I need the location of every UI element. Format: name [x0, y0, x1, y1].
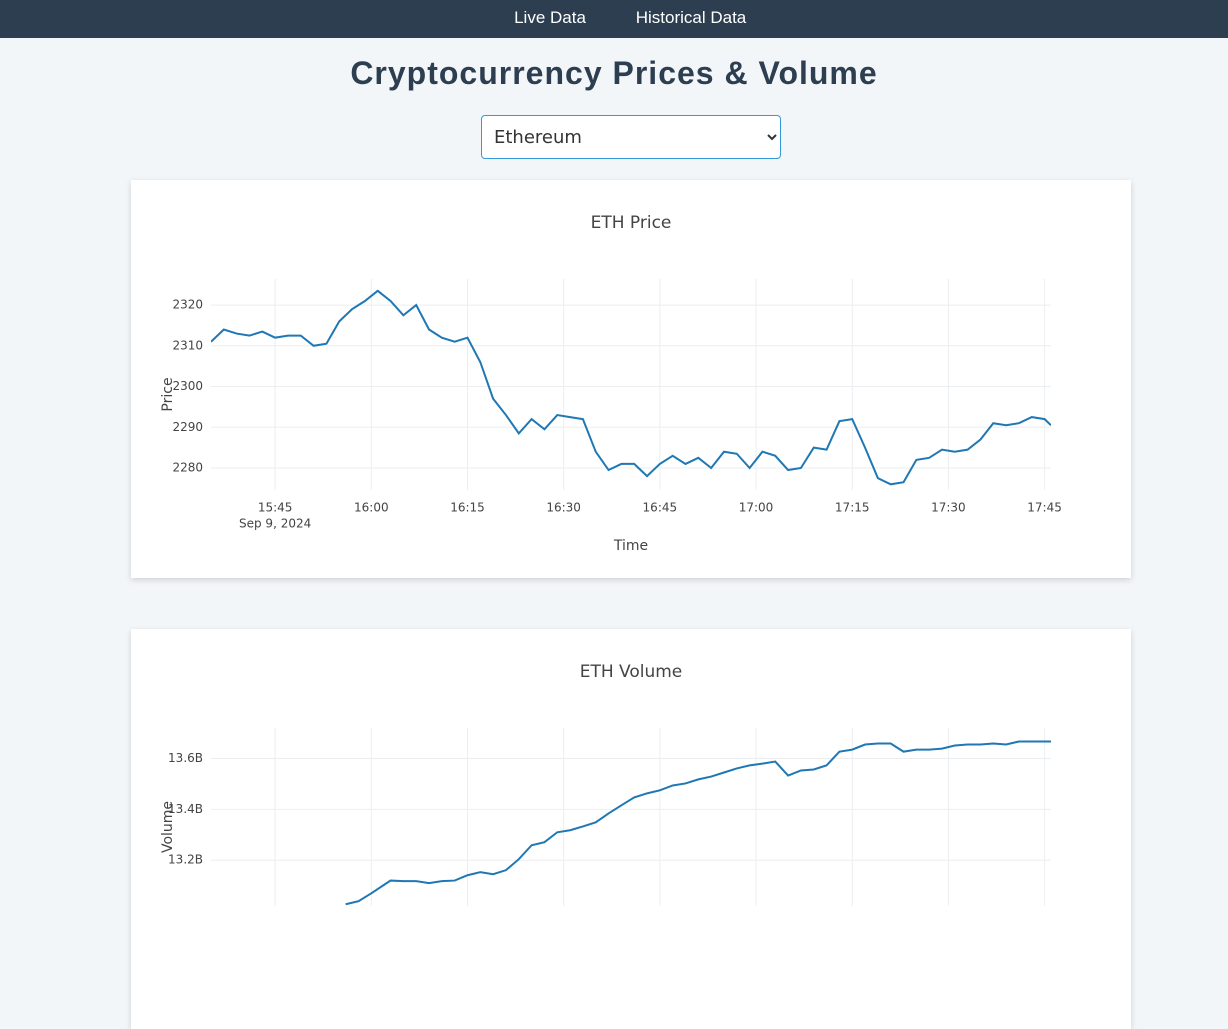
y-tick-label: 2280: [172, 461, 203, 475]
x-tick-label: 16:00: [354, 501, 389, 515]
price-line: [211, 289, 1051, 486]
nav-link[interactable]: Live Data: [514, 8, 586, 27]
x-tick-label: 15:45: [258, 501, 293, 515]
page-title: Cryptocurrency Prices & Volume: [350, 55, 878, 91]
y-axis-label: Price: [160, 377, 176, 411]
nav-link[interactable]: Historical Data: [635, 8, 747, 27]
price-card: ETH Price Price 15:45 16:00 16:15 16:30 16:45 1…: [131, 180, 1131, 578]
x-tick-label: 17:30: [931, 501, 966, 515]
volume-card: ETH Volume Volume 13.2B 13.4B 13.6B: [131, 629, 1131, 1029]
x-tick-label: 17:15: [835, 501, 870, 515]
x-tick-label: 17:00: [739, 501, 774, 515]
x-tick-label: 17:45: [1027, 501, 1062, 515]
y-tick-label: 13.6B: [168, 751, 203, 765]
chart-title: ETH Volume: [580, 662, 683, 682]
y-tick-label: 2320: [172, 298, 203, 312]
y-tick-label: 2290: [172, 420, 203, 434]
x-tick-label: 16:30: [546, 501, 581, 515]
y-tick-label: 13.2B: [168, 853, 203, 867]
x-axis-label: Time: [613, 538, 648, 554]
x-tick-label: 16:45: [643, 501, 678, 515]
nav-bar: Live Data Historical Data: [0, 0, 1228, 38]
x-date-label: Sep 9, 2024: [239, 517, 311, 531]
y-tick-label: 2310: [172, 338, 203, 352]
chart-title: ETH Price: [591, 213, 672, 233]
y-tick-label: 13.4B: [168, 802, 203, 816]
coin-select[interactable]: Ethereum: [481, 115, 781, 159]
y-axis-label: Volume: [160, 801, 176, 853]
y-tick-label: 2300: [172, 379, 203, 393]
price-chart: ETH Price Price 15:45 16:00 16:15 16:30 16:45 1…: [160, 213, 1062, 554]
x-tick-label: 16:15: [450, 501, 485, 515]
price-line: [345, 740, 1051, 906]
